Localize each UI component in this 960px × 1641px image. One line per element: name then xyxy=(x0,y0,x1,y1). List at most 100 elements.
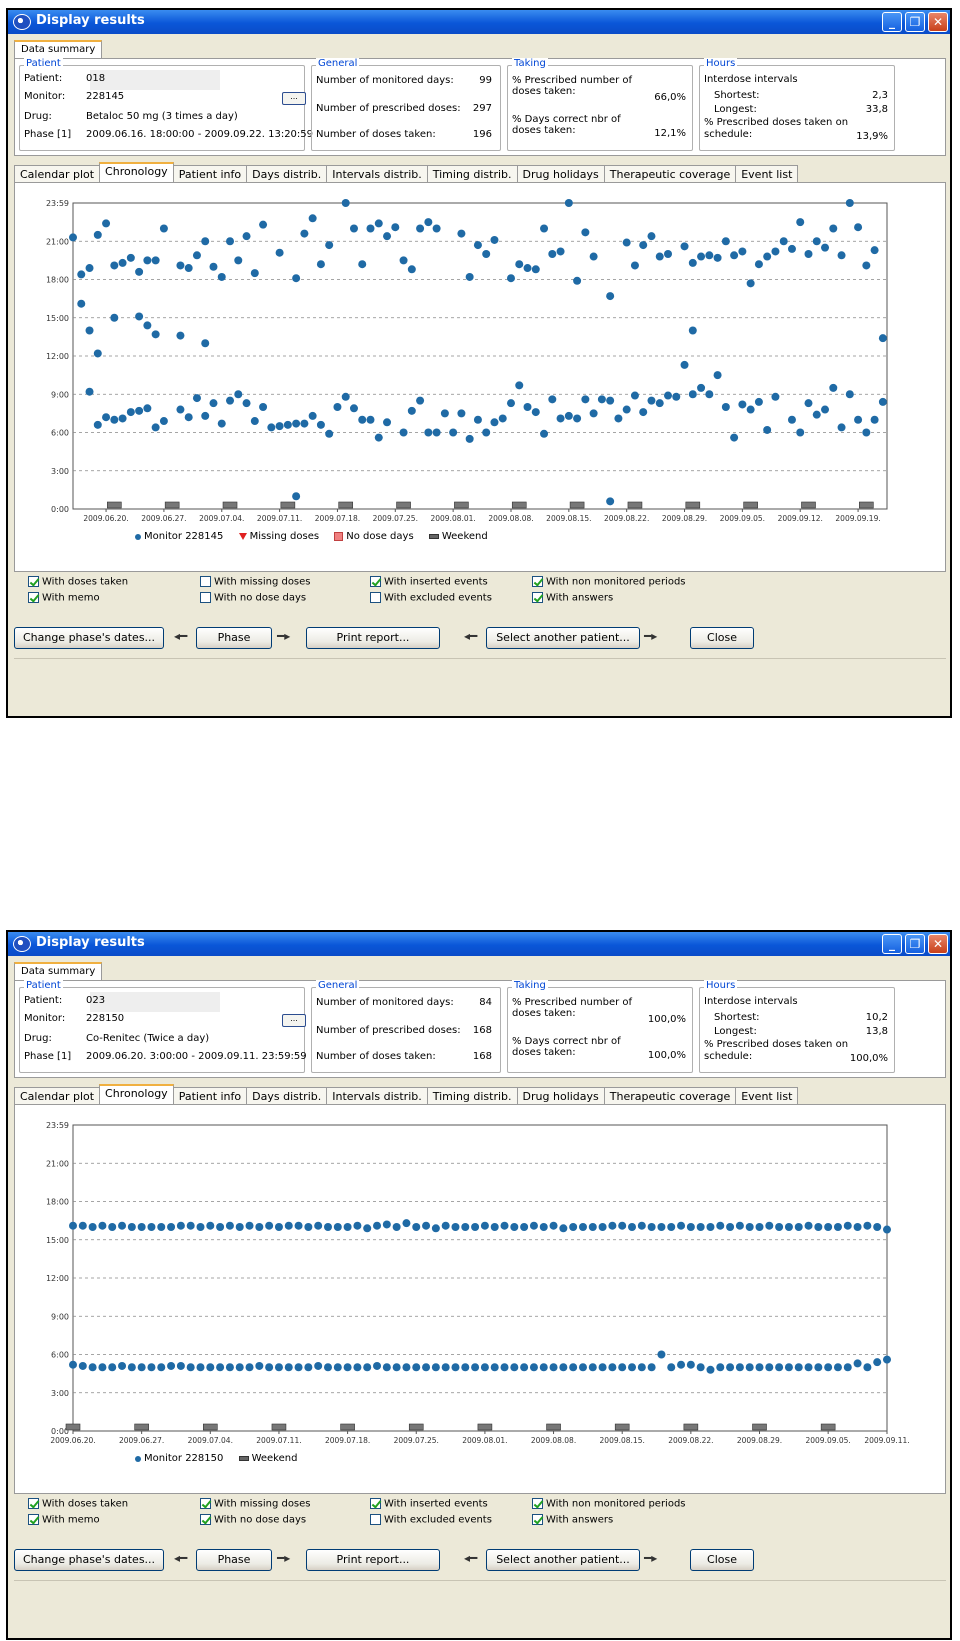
checkbox-with-memo[interactable]: With memo xyxy=(28,1514,100,1526)
checkbox-box[interactable] xyxy=(370,592,381,603)
checkbox-box[interactable] xyxy=(200,1514,211,1525)
tab-chronology[interactable]: Chronology xyxy=(99,162,174,184)
checkbox-box[interactable] xyxy=(28,1514,39,1525)
checkbox-box[interactable] xyxy=(370,576,381,587)
next-patient-arrow-icon[interactable]: ━▸ xyxy=(644,1551,658,1565)
checkbox-with-answers[interactable]: With answers xyxy=(532,592,613,604)
dose-point xyxy=(431,1224,440,1233)
tab-calendar-plot[interactable]: Calendar plot xyxy=(14,1087,101,1106)
tab-event-list[interactable]: Event list xyxy=(735,165,799,184)
tab-intervals-distrib[interactable]: Intervals distrib. xyxy=(326,1087,428,1106)
maximize-button[interactable]: ❐ xyxy=(905,934,925,954)
drug-label: Drug: xyxy=(24,111,52,122)
change-phase-dates-button[interactable]: Change phase's dates... xyxy=(14,1549,164,1571)
checkbox-with-non-monitored-periods[interactable]: With non monitored periods xyxy=(532,1498,686,1510)
dose-point xyxy=(746,405,755,414)
checkbox-box[interactable] xyxy=(200,1498,211,1509)
tab-data-summary[interactable]: Data summary xyxy=(14,40,103,59)
dose-point xyxy=(618,1363,627,1372)
checkbox-with-doses-taken[interactable]: With doses taken xyxy=(28,576,128,588)
tab-data-summary[interactable]: Data summary xyxy=(14,962,103,981)
checkbox-box[interactable] xyxy=(200,592,211,603)
browse-button[interactable]: ... xyxy=(282,92,306,105)
checkbox-with-inserted-events[interactable]: With inserted events xyxy=(370,576,488,588)
print-report-button[interactable]: Print report... xyxy=(306,1549,440,1571)
close-button[interactable]: Close xyxy=(690,1549,754,1571)
checkbox-with-no-dose-days[interactable]: With no dose days xyxy=(200,592,306,604)
minimize-button[interactable]: _ xyxy=(882,934,902,954)
checkbox-with-missing-doses[interactable]: With missing doses xyxy=(200,576,311,588)
tab-timing-distrib[interactable]: Timing distrib. xyxy=(426,1087,518,1106)
title-bar[interactable]: Display results _ ❐ ✕ xyxy=(8,10,950,34)
checkbox-with-inserted-events[interactable]: With inserted events xyxy=(370,1498,488,1510)
close-window-button[interactable]: ✕ xyxy=(928,12,948,32)
tab-days-distrib[interactable]: Days distrib. xyxy=(246,165,328,184)
checkbox-box[interactable] xyxy=(28,592,39,603)
prev-phase-arrow-icon[interactable]: ◂━ xyxy=(174,629,188,643)
browse-button[interactable]: ... xyxy=(282,1014,306,1027)
dose-point xyxy=(333,1223,342,1231)
select-another-patient-button[interactable]: Select another patient... xyxy=(486,627,640,649)
checkbox-box[interactable] xyxy=(370,1514,381,1525)
next-patient-arrow-icon[interactable]: ━▸ xyxy=(644,629,658,643)
minimize-button[interactable]: _ xyxy=(882,12,902,32)
checkbox-with-non-monitored-periods[interactable]: With non monitored periods xyxy=(532,576,686,588)
checkbox-with-missing-doses[interactable]: With missing doses xyxy=(200,1498,311,1510)
checkbox-box[interactable] xyxy=(532,576,543,587)
dose-point xyxy=(606,292,615,301)
tab-chronology[interactable]: Chronology xyxy=(99,1084,174,1106)
y-tick-label: 9:00 xyxy=(51,390,69,399)
next-phase-arrow-icon[interactable]: ━▸ xyxy=(277,629,291,643)
prev-phase-arrow-icon[interactable]: ◂━ xyxy=(174,1551,188,1565)
dose-point xyxy=(192,394,201,403)
chronology-chart-area: 0:00 3:00 6:00 9:00 12:00 15:00 18:00 21:00 23:5… xyxy=(14,182,946,572)
tab-event-list[interactable]: Event list xyxy=(735,1087,799,1106)
title-bar[interactable]: Display results _ ❐ ✕ xyxy=(8,932,950,956)
tab-patient-info[interactable]: Patient info xyxy=(172,165,248,184)
checkbox-box[interactable] xyxy=(200,576,211,587)
dose-point xyxy=(824,1363,833,1372)
tab-therapeutic-coverage[interactable]: Therapeutic coverage xyxy=(603,165,737,184)
tab-drug-holidays[interactable]: Drug holidays xyxy=(516,165,605,184)
checkbox-box[interactable] xyxy=(532,592,543,603)
checkbox-with-memo[interactable]: With memo xyxy=(28,592,100,604)
prev-patient-arrow-icon[interactable]: ◂━ xyxy=(464,629,478,643)
dose-point xyxy=(556,414,565,423)
checkbox-with-no-dose-days[interactable]: With no dose days xyxy=(200,1514,306,1526)
x-tick-label: 2009.09.05. xyxy=(805,1436,850,1445)
phase-button[interactable]: Phase xyxy=(196,627,272,649)
phase-button[interactable]: Phase xyxy=(196,1549,272,1571)
close-window-button[interactable]: ✕ xyxy=(928,934,948,954)
dose-point xyxy=(581,228,590,237)
close-button[interactable]: Close xyxy=(690,627,754,649)
tab-days-distrib[interactable]: Days distrib. xyxy=(246,1087,328,1106)
checkbox-with-doses-taken[interactable]: With doses taken xyxy=(28,1498,128,1510)
tab-patient-info[interactable]: Patient info xyxy=(172,1087,248,1106)
checkbox-box[interactable] xyxy=(28,576,39,587)
tab-drug-holidays[interactable]: Drug holidays xyxy=(516,1087,605,1106)
legend-monitor: Monitor 228150 xyxy=(144,1453,224,1464)
checkbox-with-excluded-events[interactable]: With excluded events xyxy=(370,592,492,604)
dose-point xyxy=(745,1363,754,1372)
prev-patient-arrow-icon[interactable]: ◂━ xyxy=(464,1551,478,1565)
tab-calendar-plot[interactable]: Calendar plot xyxy=(14,165,101,184)
checkbox-with-excluded-events[interactable]: With excluded events xyxy=(370,1514,492,1526)
next-phase-arrow-icon[interactable]: ━▸ xyxy=(277,1551,291,1565)
x-tick-label: 2009.06.27. xyxy=(119,1436,164,1445)
tab-timing-distrib[interactable]: Timing distrib. xyxy=(426,165,518,184)
tab-intervals-distrib[interactable]: Intervals distrib. xyxy=(326,165,428,184)
weekend-marker xyxy=(627,501,643,509)
checkbox-box[interactable] xyxy=(370,1498,381,1509)
interdose-intervals-label: Interdose intervals xyxy=(704,996,798,1007)
checkbox-with-answers[interactable]: With answers xyxy=(532,1514,613,1526)
dose-point xyxy=(754,397,763,406)
maximize-button[interactable]: ❐ xyxy=(905,12,925,32)
checkbox-box[interactable] xyxy=(28,1498,39,1509)
dose-point xyxy=(471,1223,480,1231)
change-phase-dates-button[interactable]: Change phase's dates... xyxy=(14,627,164,649)
select-another-patient-button[interactable]: Select another patient... xyxy=(486,1549,640,1571)
checkbox-box[interactable] xyxy=(532,1514,543,1525)
print-report-button[interactable]: Print report... xyxy=(306,627,440,649)
checkbox-box[interactable] xyxy=(532,1498,543,1509)
dose-point xyxy=(392,1363,401,1372)
